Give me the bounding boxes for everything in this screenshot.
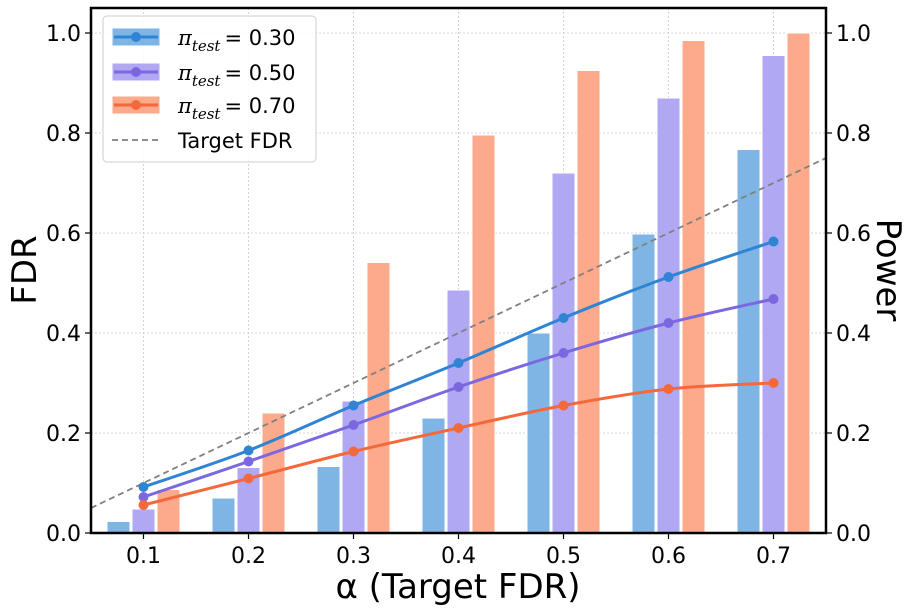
legend-marker	[131, 32, 141, 42]
fdr-point	[453, 423, 464, 433]
x-tick-label: 0.2	[231, 544, 266, 569]
legend-items: πtest = 0.30 πtest = 0.50 πtest = 0.70 Target …	[111, 26, 295, 153]
y-left-tick-label: 0.2	[46, 422, 81, 447]
fdr-point	[138, 500, 149, 510]
x-axis-ticks: 0.1 0.2 0.3 0.4 0.5 0.6 0.7	[126, 533, 791, 569]
fdr-point	[768, 294, 779, 304]
power-bar	[446, 289, 471, 534]
legend-marker	[131, 67, 141, 77]
fdr-point	[558, 313, 569, 323]
fdr-point	[558, 348, 569, 358]
power-bar	[736, 149, 761, 534]
power-bar	[786, 32, 811, 534]
y-right-tick-label: 0.0	[836, 522, 871, 547]
fdr-point	[138, 492, 149, 502]
fdr-point	[768, 236, 779, 247]
target-fdr-line	[90, 157, 827, 509]
power-bar	[681, 40, 706, 534]
fdr-point	[453, 382, 464, 392]
y-axis-left-label: FDR	[5, 235, 45, 304]
x-tick-label: 0.4	[441, 544, 476, 569]
bars	[106, 32, 811, 534]
legend-label-target: Target FDR	[177, 129, 293, 153]
power-bar	[631, 233, 656, 534]
fdr-lines	[138, 236, 779, 510]
power-bar	[656, 97, 681, 534]
fdr-point	[663, 318, 674, 328]
fdr-point	[663, 272, 674, 282]
y-axis-right-label: Power	[868, 219, 908, 322]
fdr-point	[138, 482, 149, 492]
power-bar	[211, 497, 236, 534]
power-bar	[131, 508, 156, 534]
y-left-tick-label: 1.0	[46, 22, 81, 47]
target-fdr-dashed-line	[90, 157, 827, 509]
y-left-tick-label: 0.4	[46, 322, 81, 347]
power-bar	[471, 134, 496, 534]
x-tick-label: 0.6	[651, 544, 686, 569]
legend: πtest = 0.30 πtest = 0.50 πtest = 0.70 Target …	[102, 15, 317, 163]
y-right-tick-label: 0.6	[836, 222, 871, 247]
fdr-point	[453, 358, 464, 368]
x-tick-label: 0.7	[756, 544, 791, 569]
fdr-point	[348, 420, 359, 430]
y-left-tick-label: 0.6	[46, 222, 81, 247]
legend-marker	[131, 100, 141, 110]
x-axis-label: α (Target FDR)	[335, 567, 580, 607]
fdr-point	[348, 446, 359, 457]
power-bar	[576, 70, 601, 534]
y-right-tick-label: 1.0	[836, 22, 871, 47]
fdr-point	[243, 445, 254, 456]
fdr-point	[243, 473, 254, 484]
x-tick-label: 0.5	[546, 544, 581, 569]
legend-box	[102, 15, 317, 163]
y-left-tick-label: 0.8	[46, 122, 81, 147]
y-right-tick-label: 0.4	[836, 322, 871, 347]
power-bar	[106, 521, 131, 534]
power-bar	[316, 466, 341, 534]
fdr-point	[768, 378, 779, 388]
y-left-tick-label: 0.0	[46, 522, 81, 547]
fdr-point	[348, 400, 359, 411]
y-axis-left-ticks: 0.0 0.2 0.4 0.6 0.8 1.0	[46, 22, 91, 547]
fdr-point	[558, 400, 569, 411]
fdr-point	[663, 384, 674, 394]
y-axis-right-ticks: 0.0 0.2 0.4 0.6 0.8 1.0	[826, 22, 871, 547]
y-right-tick-label: 0.2	[836, 422, 871, 447]
legend-label: πtest = 0.30	[177, 26, 295, 55]
x-tick-label: 0.3	[336, 544, 371, 569]
legend-label: πtest = 0.70	[177, 94, 295, 123]
fdr-point	[243, 456, 254, 467]
legend-label: πtest = 0.50	[177, 61, 295, 90]
y-right-tick-label: 0.8	[836, 122, 871, 147]
x-tick-label: 0.1	[126, 544, 161, 569]
